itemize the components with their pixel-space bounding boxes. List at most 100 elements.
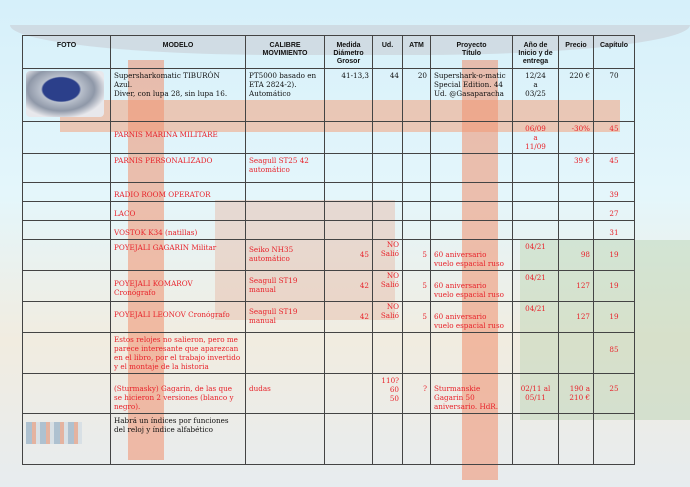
cell-foto <box>22 220 111 240</box>
cell-text: NO Salió <box>380 302 399 321</box>
cell-text: 25 <box>609 384 619 393</box>
cell-atm <box>402 182 431 202</box>
cell-text: Seagull ST19 manual <box>249 276 298 294</box>
cell-text: 19 <box>609 250 619 259</box>
cell-text: POYEJALI KOMAROV Cronógrafo <box>114 279 193 297</box>
cell-text: Supersharkomatic TIBURÓN Azul. Diver, co… <box>114 71 228 98</box>
header-atm: ATM <box>402 35 431 69</box>
cell-proyecto <box>430 121 513 154</box>
cell-text: 5 <box>422 312 427 321</box>
header-ud: Ud. <box>372 35 403 69</box>
cell-atm <box>402 153 431 183</box>
cell-calibre: PT5000 basado en ETA 2824-2). Automático <box>245 68 325 122</box>
cell-modelo: Habrá un índices por funciones del reloj… <box>110 413 246 465</box>
cell-precio <box>558 413 594 465</box>
cell-precio <box>558 182 594 202</box>
cell-capitulo: 27 <box>593 201 635 221</box>
table-row: VOSTOK K34 (natillas) 31 <box>22 220 635 240</box>
cell-proyecto: Supershark-o-matic Special Edition. 44 U… <box>430 68 513 122</box>
cell-ud <box>372 153 403 183</box>
cell-text: NO Salió <box>380 271 399 290</box>
cell-text: 45 <box>609 156 619 165</box>
cell-foto <box>22 121 111 154</box>
watch-photo <box>26 71 104 117</box>
cell-ano: 04/21 <box>512 239 559 271</box>
cell-capitulo: 45 <box>593 153 635 183</box>
cell-text: 110? 60 50 <box>381 376 399 403</box>
cell-precio: 98 <box>558 239 594 271</box>
cell-text: 45 <box>609 124 619 133</box>
header-precio: Precio <box>558 35 594 69</box>
cell-capitulo: 19 <box>593 301 635 333</box>
cell-ano: 04/21 <box>512 270 559 302</box>
cell-foto <box>22 301 111 333</box>
cell-foto <box>22 332 111 374</box>
cell-modelo: POYEJALI KOMAROV Cronógrafo <box>110 270 246 302</box>
cell-precio: -30% <box>558 121 594 154</box>
cell-modelo: Supersharkomatic TIBURÓN Azul. Diver, co… <box>110 68 246 122</box>
table-row: POYEJALI GAGARIN Militar Seiko NH35 autom… <box>22 239 635 271</box>
cell-medida <box>324 201 373 221</box>
cell-text: 190 a 210 € <box>569 384 590 402</box>
cell-ud <box>372 182 403 202</box>
table-row: Supersharkomatic TIBURÓN Azul. Diver, co… <box>22 68 635 122</box>
cell-proyecto <box>430 201 513 221</box>
cell-ano <box>512 220 559 240</box>
cell-medida <box>324 413 373 465</box>
header-row: FOTO MODELO CALIBRE MOVIMIENTO Medida Diáme… <box>22 35 635 69</box>
cell-atm: ? <box>402 373 431 414</box>
cell-foto <box>22 413 111 465</box>
cell-text: 70 <box>609 71 619 80</box>
cell-text: Sturmanskie Gagarin 50 aniversario. HdR. <box>434 384 499 411</box>
table-row: LACO 27 <box>22 201 635 221</box>
cell-ud <box>372 121 403 154</box>
cell-medida <box>324 182 373 202</box>
cell-text: Habrá un índices por funciones del reloj… <box>114 416 229 434</box>
cell-text: 04/21 <box>525 304 546 313</box>
table-row: Habrá un índices por funciones del reloj… <box>22 413 635 465</box>
table-row: PARNIS PERSONALIZADO Seagull ST25 42 auto… <box>22 153 635 183</box>
cell-text: NO Salió <box>380 240 399 259</box>
cell-text: 45 <box>359 250 369 259</box>
cell-precio: 190 a 210 € <box>558 373 594 414</box>
cell-ud: NO Salió <box>372 301 403 333</box>
cell-text: 39 <box>609 190 619 199</box>
cell-atm: 20 <box>402 68 431 122</box>
table-row: PARNIS MARINA MILITARE 06/09 a 11/09 -30% 4… <box>22 121 635 154</box>
cell-ano: 06/09 a 11/09 <box>512 121 559 154</box>
cell-ud <box>372 201 403 221</box>
cell-ano <box>512 182 559 202</box>
cell-proyecto: 60 aniversario vuelo espacial ruso <box>430 239 513 271</box>
cell-foto <box>22 201 111 221</box>
cell-foto <box>22 68 111 122</box>
cell-text: POYEJALI GAGARIN Militar <box>114 243 217 252</box>
cell-text: 39 € <box>573 156 590 165</box>
cell-text: Seagull ST25 42 automático <box>249 156 309 174</box>
cell-capitulo: 19 <box>593 239 635 271</box>
cell-text: (Sturmasky) Gagarin, de las que se hicie… <box>114 384 234 411</box>
cell-text: 27 <box>609 209 619 218</box>
cell-ud <box>372 413 403 465</box>
cell-atm: 5 <box>402 239 431 271</box>
cell-text: POYEJALI LEONOV Cronógrafo <box>114 310 230 319</box>
cell-atm <box>402 332 431 374</box>
cell-medida: 42 <box>324 301 373 333</box>
cell-medida <box>324 332 373 374</box>
cell-calibre: Seiko NH35 automático <box>245 239 325 271</box>
cell-text: 19 <box>609 281 619 290</box>
cell-calibre: Seagull ST19 manual <box>245 270 325 302</box>
cell-foto <box>22 270 111 302</box>
cell-modelo: POYEJALI GAGARIN Militar <box>110 239 246 271</box>
cell-text: Supershark-o-matic Special Edition. 44 U… <box>434 71 506 98</box>
cell-proyecto <box>430 413 513 465</box>
header-calibre: CALIBRE MOVIMIENTO <box>245 35 325 69</box>
cell-proyecto <box>430 182 513 202</box>
cell-text: 5 <box>422 281 427 290</box>
table-row: RADIO ROOM OPERATOR 39 <box>22 182 635 202</box>
cell-modelo: LACO <box>110 201 246 221</box>
cell-medida: 45 <box>324 239 373 271</box>
cell-proyecto: Sturmanskie Gagarin 50 aniversario. HdR. <box>430 373 513 414</box>
cell-medida: 42 <box>324 270 373 302</box>
watch-table: FOTO MODELO CALIBRE MOVIMIENTO Medida Diáme… <box>22 35 635 465</box>
cell-ud <box>372 332 403 374</box>
